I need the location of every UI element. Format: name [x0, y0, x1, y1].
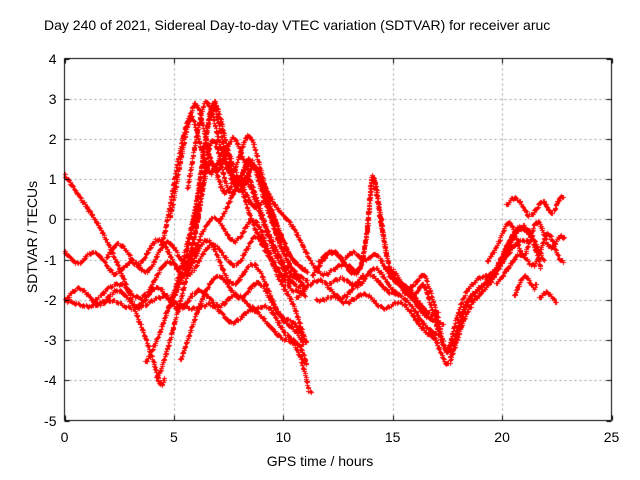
page-title: Day 240 of 2021, Sidereal Day-to-day VTE…: [44, 17, 551, 33]
x-tick-label: 5: [169, 428, 178, 445]
y-tick-label: 1: [48, 171, 57, 188]
x-tick-label: 10: [275, 428, 292, 445]
y-tick-label: 0: [48, 211, 57, 228]
y-tick-label: -1: [44, 251, 57, 268]
x-tick-label: 25: [603, 428, 620, 445]
x-tick-label: 20: [494, 428, 510, 445]
y-tick-label: -4: [44, 372, 57, 389]
x-tick-label: 15: [384, 428, 401, 445]
y-tick-label: 3: [48, 90, 57, 107]
y-tick-label: 4: [48, 50, 57, 67]
y-tick-label: -5: [44, 412, 57, 429]
y-tick-label: -2: [44, 291, 57, 308]
y-tick-label: 2: [48, 130, 57, 147]
x-axis-label: GPS time / hours: [266, 453, 374, 469]
x-tick-label: 0: [60, 428, 69, 445]
y-axis-label: SDTVAR / TECUs: [24, 180, 40, 294]
y-tick-label: -3: [44, 332, 57, 349]
